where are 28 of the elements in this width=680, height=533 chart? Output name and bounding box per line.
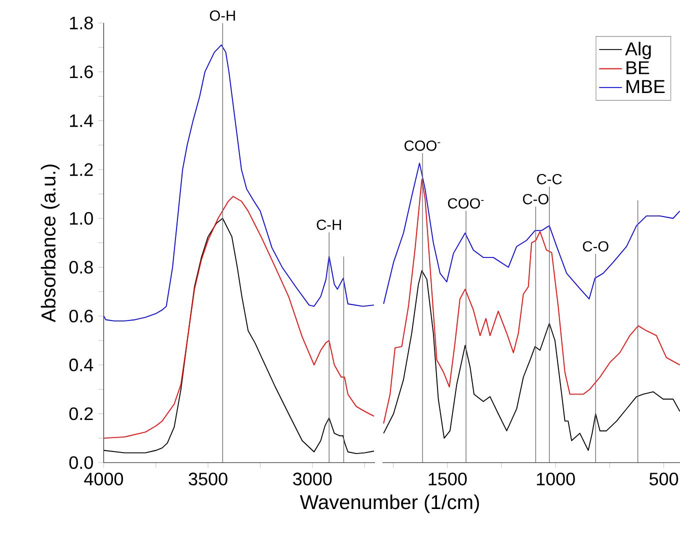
x-tick-label: 3500	[188, 472, 228, 486]
ref-line-label: C-O	[523, 194, 548, 204]
y-tick-label: 1.2	[70, 163, 93, 176]
x-tick-label: 1000	[536, 472, 575, 486]
x-tick-label: 1500	[428, 472, 467, 486]
legend-label: Alg	[625, 42, 651, 60]
x-axis-title: Wavenumber (1/cm)	[300, 494, 479, 514]
y-tick-label: 1.8	[70, 16, 93, 30]
y-tick-label: 0.8	[69, 260, 93, 274]
y-tick-label: 1.4	[70, 114, 94, 127]
ref-line-label: C-C	[537, 174, 562, 184]
ref-line-label: COO$^{-}$	[448, 198, 484, 209]
legend-label: MBE	[626, 80, 665, 93]
ref-line-label: C-H	[316, 220, 341, 230]
x-tick-label: 500	[649, 472, 678, 486]
y-tick-label: 0.2	[69, 407, 93, 420]
y-tick-label: 1.0	[70, 212, 93, 225]
y-tick-label: 0.6	[69, 310, 93, 322]
y-tick-label: 1.6	[70, 65, 93, 78]
y-axis-title: Absorbance (a.u.)	[40, 164, 60, 322]
y-tick-label: 0.4	[69, 358, 94, 372]
legend-label: BE	[626, 61, 650, 74]
ref-line-label: COO$^{-}$	[404, 140, 440, 151]
y-tick-label: 0.0	[69, 456, 93, 469]
ref-line-label: O-H	[210, 10, 235, 21]
x-tick-label: 3000	[293, 472, 332, 486]
ref-line-label: C-O	[582, 241, 608, 252]
x-tick-label: 4000	[84, 472, 124, 486]
